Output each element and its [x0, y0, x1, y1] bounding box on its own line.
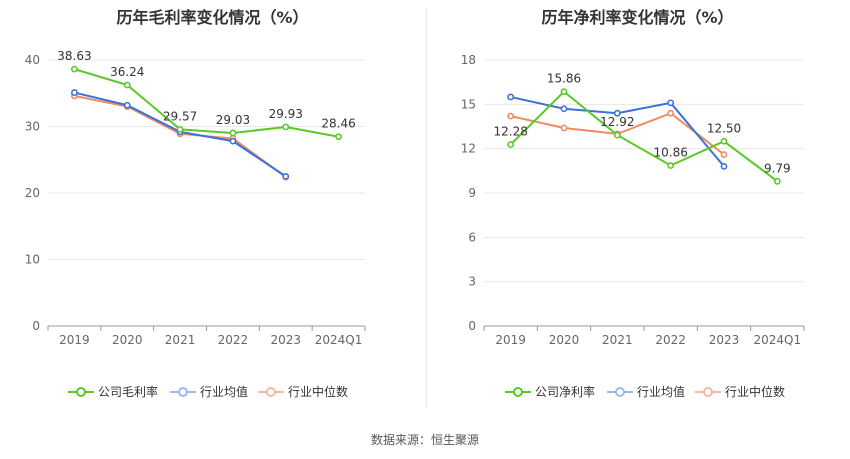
series-point: [229, 129, 237, 137]
x-tick-label: 2023: [270, 333, 301, 347]
series-point: [71, 89, 78, 96]
chart-title: 历年净利率变化情况（%）: [541, 8, 734, 27]
y-tick-label: 40: [25, 53, 40, 67]
series-point: [720, 137, 728, 145]
series-point: [507, 141, 515, 148]
legend-label: 公司毛利率: [98, 385, 159, 399]
gross-margin-plot: 0 10 20 30 40 2019 2020 2021 2022 2023 2024Q1 38.63…: [25, 49, 366, 347]
legend-label: 行业均值: [637, 385, 686, 399]
legend-line-icon: [68, 387, 94, 397]
series-point: [282, 172, 290, 180]
x-tick-label: 2019: [59, 333, 90, 347]
y-tick-label: 15: [461, 97, 476, 111]
y-tick-label: 10: [25, 253, 40, 267]
y-tick-label: 0: [468, 319, 476, 333]
series-point: [335, 133, 342, 141]
chart-title: 历年毛利率变化情况（%）: [116, 8, 309, 27]
data-label: 12.92: [600, 115, 634, 129]
y-tick-label: 3: [468, 275, 476, 289]
data-label: 10.86: [653, 146, 687, 160]
series-point: [560, 105, 568, 113]
x-tick-label: 2022: [218, 333, 249, 347]
y-tick-label: 0: [32, 319, 40, 333]
series-point: [667, 162, 675, 169]
series-point: [667, 109, 675, 117]
gross-margin-chart: 历年毛利率变化情况（%） 0 10 20 30 40 2019 2020 2021 2022 20…: [0, 0, 425, 420]
series-point: [560, 124, 568, 132]
x-tick-label: 2024Q1: [315, 333, 363, 347]
series-point: [613, 109, 621, 117]
x-tick-label: 2020: [112, 333, 143, 347]
y-tick-label: 18: [461, 53, 476, 67]
series-point: [123, 81, 131, 89]
legend-line-icon: [258, 387, 284, 397]
legend-line-icon: [695, 387, 721, 397]
y-tick-label: 12: [461, 142, 476, 156]
series-point: [720, 162, 728, 170]
y-tick-label: 6: [468, 230, 476, 244]
x-tick-label: 2021: [165, 333, 196, 347]
x-tick-label: 2019: [495, 333, 526, 347]
legend-line-icon: [607, 387, 633, 397]
series-point: [229, 137, 237, 145]
series-point: [507, 93, 515, 101]
data-label: 29.57: [163, 109, 197, 123]
data-label: 36.24: [110, 65, 144, 79]
net-margin-chart: 历年净利率变化情况（%） 0 3 6 9 12 15 18 2019 2020 2021 2022 2…: [425, 0, 850, 420]
data-label: 28.46: [321, 117, 355, 131]
series-point: [71, 65, 78, 73]
series-point: [613, 131, 621, 139]
panel-divider: [426, 8, 427, 408]
y-tick-label: 20: [25, 186, 40, 200]
data-label: 15.86: [547, 72, 581, 86]
data-label: 29.03: [216, 113, 250, 127]
legend-line-icon: [505, 387, 531, 397]
series-point: [667, 99, 675, 107]
legend-label: 行业中位数: [725, 385, 786, 399]
x-tick-label: 2020: [549, 333, 580, 347]
y-tick-label: 30: [25, 120, 40, 134]
series-point: [282, 123, 290, 131]
legend: 公司毛利率 行业均值 行业中位数: [0, 382, 425, 402]
series-line: [509, 90, 778, 183]
series-point: [123, 101, 131, 109]
series-point: [773, 177, 781, 185]
series-line: [74, 68, 339, 138]
net-margin-plot: 0 3 6 9 12 15 18 2019 2020 2021 2022 2023 2024Q1 12.2…: [461, 53, 805, 347]
data-label: 12.50: [707, 121, 741, 135]
legend: 公司净利率 行业均值 行业中位数: [425, 382, 850, 402]
legend-line-icon: [170, 387, 196, 397]
x-tick-label: 2021: [602, 333, 633, 347]
data-label: 29.93: [269, 107, 303, 121]
series-point: [720, 151, 728, 158]
x-tick-label: 2024Q1: [754, 333, 802, 347]
legend-label: 行业中位数: [288, 385, 349, 399]
x-tick-label: 2022: [655, 333, 686, 347]
legend-label: 行业均值: [200, 385, 249, 399]
series-point: [560, 88, 568, 96]
data-label: 9.79: [764, 161, 791, 175]
legend-label: 公司净利率: [535, 385, 596, 399]
y-tick-label: 9: [468, 186, 476, 200]
series-point: [507, 112, 515, 120]
data-label: 12.28: [493, 125, 527, 139]
data-label: 38.63: [57, 49, 91, 63]
series-point: [176, 125, 184, 133]
x-tick-label: 2023: [709, 333, 740, 347]
source-note: 数据来源：恒生聚源: [370, 433, 479, 447]
